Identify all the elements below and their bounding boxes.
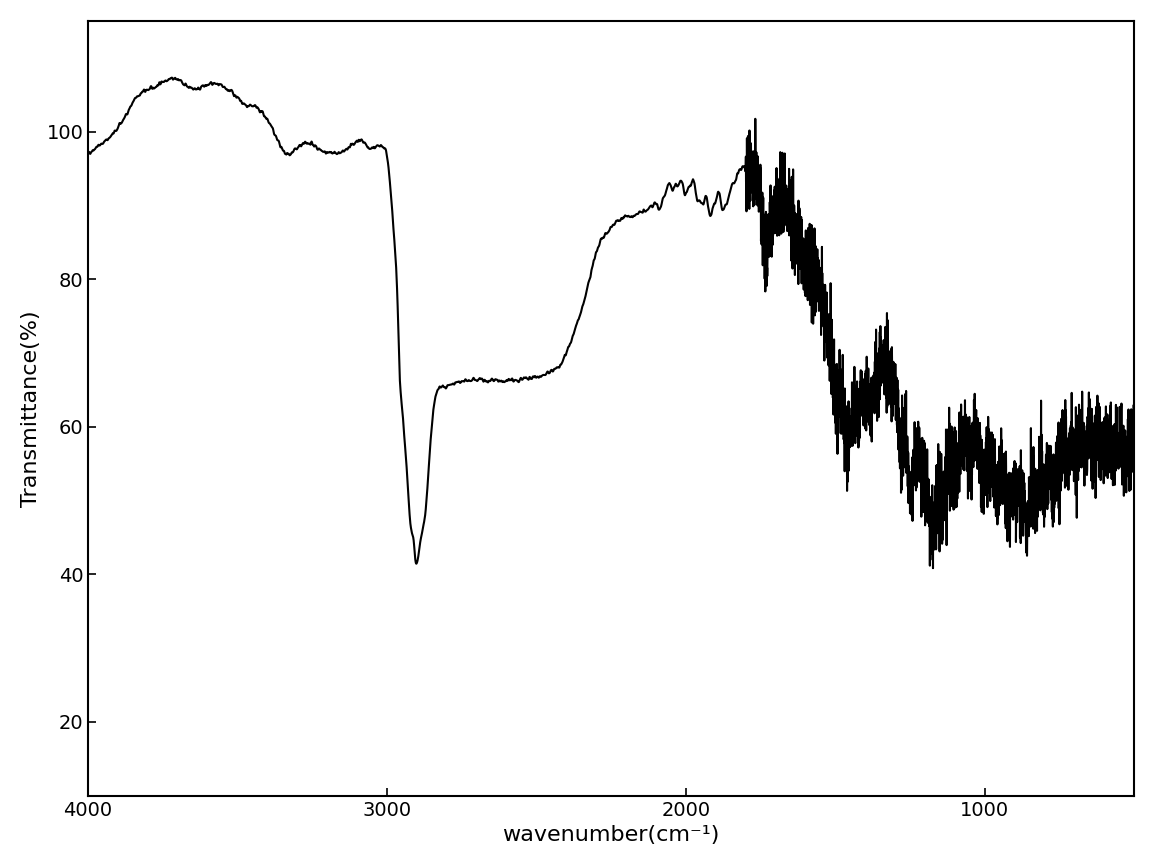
X-axis label: wavenumber(cm⁻¹): wavenumber(cm⁻¹) (502, 825, 720, 845)
Y-axis label: Transmittance(%): Transmittance(%) (21, 310, 40, 507)
